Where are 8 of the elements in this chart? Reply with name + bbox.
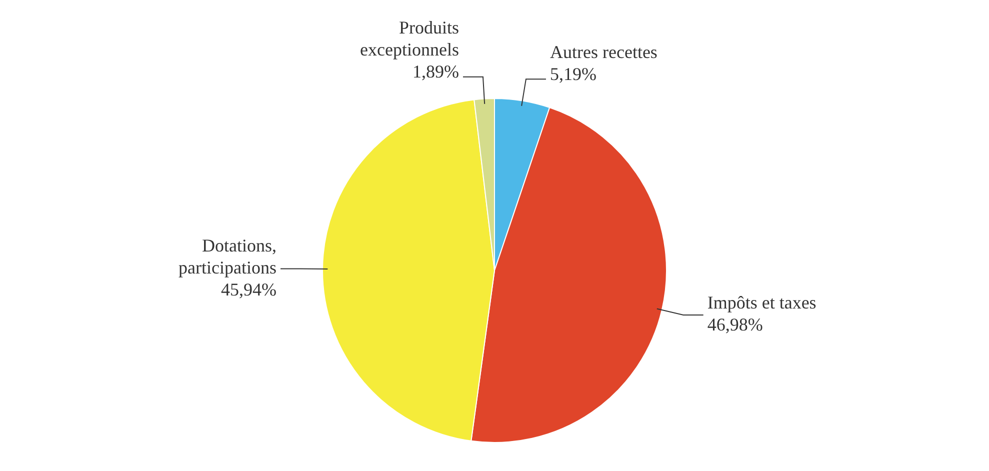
data-label: 46,98%: [707, 314, 763, 335]
slice-label: Produits exceptionnels: [360, 18, 459, 60]
slice-label: Dotations, participations: [178, 236, 277, 278]
data-label: 1,89%: [412, 62, 459, 82]
slice-label: Impôts et taxes: [707, 292, 816, 313]
data-label: 5,19%: [550, 64, 596, 84]
slice-label: Autres recettes: [550, 42, 658, 62]
data-label: 45,94%: [221, 280, 277, 300]
